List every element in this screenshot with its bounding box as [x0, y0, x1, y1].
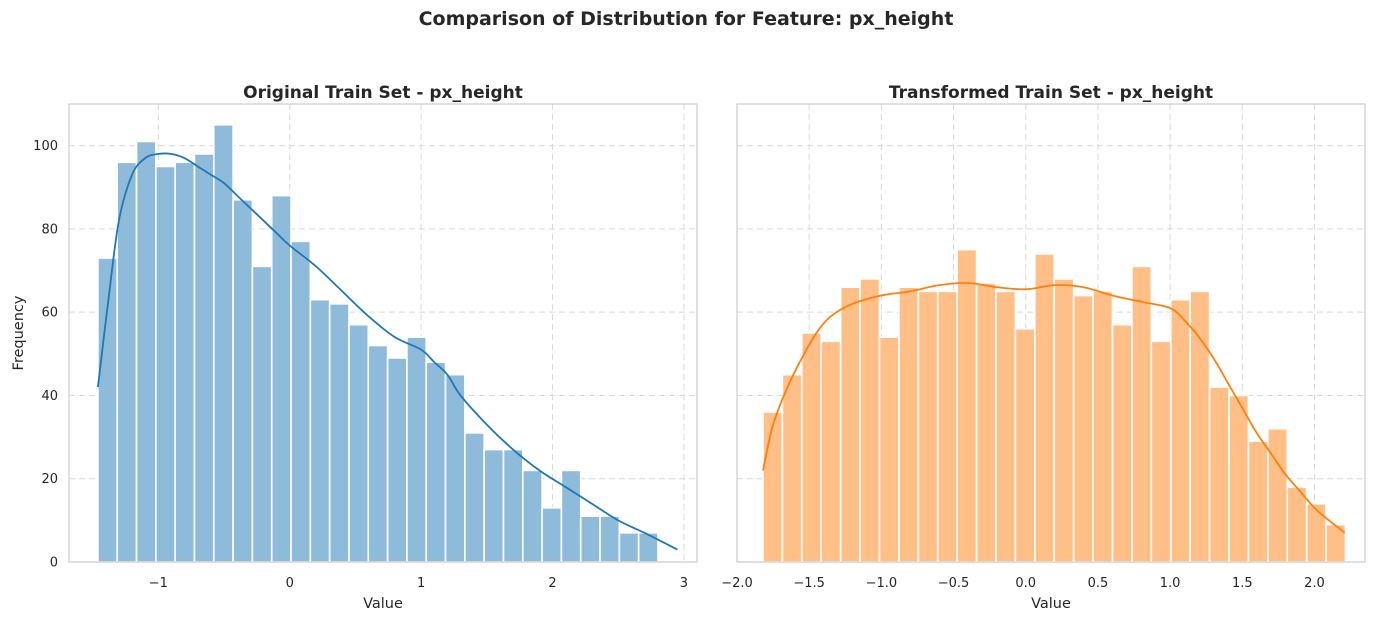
histogram-bar [839, 286, 861, 563]
histogram-bar [232, 198, 254, 563]
histogram-bar [1169, 298, 1191, 563]
histogram-bar [464, 432, 485, 563]
x-tick-label: 1 [417, 576, 425, 591]
histogram-bar [290, 240, 312, 563]
histogram-bar [975, 282, 997, 563]
histogram-bar [174, 161, 196, 563]
histogram-bar [1092, 290, 1114, 563]
histogram-bar [956, 248, 978, 563]
x-tick-label: −1.5 [793, 576, 825, 591]
x-tick-label: 2 [548, 576, 556, 591]
histogram-bar [1131, 265, 1153, 563]
histogram-bar [917, 290, 939, 563]
kde-line [97, 152, 678, 551]
x-tick-label: −1.0 [866, 576, 898, 591]
histogram-bar [386, 357, 408, 563]
histogram-bar [995, 290, 1017, 563]
histogram-bars [762, 248, 1347, 563]
histogram-bar [521, 469, 543, 563]
histogram-bar [155, 165, 176, 563]
histogram-bar [1247, 440, 1269, 563]
histogram-bar [1305, 502, 1327, 563]
histogram-bar [801, 332, 823, 563]
x-tick-label: 0.0 [1015, 576, 1036, 591]
x-tick-label: 3 [680, 576, 688, 591]
axes-frame [68, 103, 698, 563]
figure-title: Comparison of Distribution for Feature: … [419, 8, 954, 30]
histogram-bar [579, 515, 601, 563]
subplot-title: Original Train Set - px_height [243, 83, 523, 103]
y-tick-label: 60 [41, 306, 58, 321]
histogram-bars [97, 124, 659, 563]
histogram-bar [599, 515, 621, 563]
axes-frame [736, 103, 1366, 563]
histogram-bar [425, 361, 447, 563]
histogram-bar [251, 265, 273, 563]
histogram-bar [367, 344, 389, 563]
y-tick-label: 20 [41, 472, 58, 487]
transformed-panel: −2.0 −1.5 −1.0 −0.5 0.0 0.5 1.0 1.5 2.0 Transform… [721, 83, 1366, 612]
histogram-bar [270, 194, 292, 563]
histogram-bar [348, 323, 370, 563]
histogram-bar [541, 507, 563, 563]
x-tick-label: 2.0 [1304, 576, 1325, 591]
histogram-bar [878, 336, 900, 563]
y-tick-label: 40 [41, 389, 58, 404]
histogram-bar [560, 469, 582, 563]
x-tick-label: 1.5 [1232, 576, 1253, 591]
histogram-bar [309, 298, 331, 563]
histogram-bar [135, 140, 157, 563]
histogram-bar [1072, 294, 1094, 563]
histogram-bar [212, 124, 234, 563]
x-tick-label: 1.0 [1160, 576, 1181, 591]
histogram-bar [1111, 323, 1133, 563]
x-axis-label: Value [363, 596, 403, 612]
histogram-bar [1034, 253, 1056, 563]
original-panel: −1 0 1 2 3 0 20 40 60 80 100 Original Train Set - p… [11, 83, 698, 612]
histogram-bar [1208, 386, 1230, 563]
kde-line [762, 282, 1346, 534]
histogram-bar [1267, 427, 1289, 563]
histogram-bar [502, 448, 524, 563]
histogram-bar [1228, 394, 1250, 563]
histogram-bar [193, 153, 215, 563]
x-axis-label: Value [1031, 596, 1071, 612]
histogram-bar [762, 411, 784, 563]
histogram-bar [483, 448, 505, 563]
histogram-bar [1286, 486, 1308, 563]
histogram-bar [936, 290, 958, 563]
histogram-bar [781, 373, 803, 563]
histogram-bar [116, 161, 138, 563]
histogram-bar [1150, 340, 1172, 563]
x-tick-label: −2.0 [721, 576, 753, 591]
histogram-bar [1189, 290, 1211, 563]
histogram-bar [1053, 278, 1075, 563]
histogram-bar [859, 278, 881, 563]
y-tick-label: 80 [41, 222, 58, 237]
y-tick-label: 0 [50, 556, 58, 571]
histogram-bar [618, 532, 640, 563]
x-tick-label: 0.5 [1088, 576, 1109, 591]
y-tick-label: 100 [33, 139, 58, 154]
histogram-bar [406, 336, 428, 563]
x-tick-label: −1 [149, 576, 168, 591]
y-axis-label: Frequency [11, 295, 27, 370]
histogram-bar [820, 340, 842, 563]
histogram-bar [1014, 328, 1036, 563]
histogram-bar [898, 286, 920, 563]
histogram-bar [328, 303, 350, 563]
x-tick-label: −0.5 [938, 576, 970, 591]
subplot-title: Transformed Train Set - px_height [889, 83, 1213, 103]
x-tick-label: 0 [286, 576, 294, 591]
histogram-bar [444, 373, 466, 563]
